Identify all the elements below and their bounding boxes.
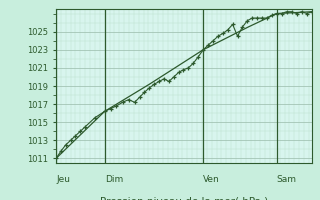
Text: Jeu: Jeu [56, 175, 70, 184]
Text: Pression niveau de la mer( hPa ): Pression niveau de la mer( hPa ) [100, 197, 268, 200]
Text: Sam: Sam [277, 175, 297, 184]
Text: Ven: Ven [203, 175, 220, 184]
Text: Dim: Dim [105, 175, 123, 184]
